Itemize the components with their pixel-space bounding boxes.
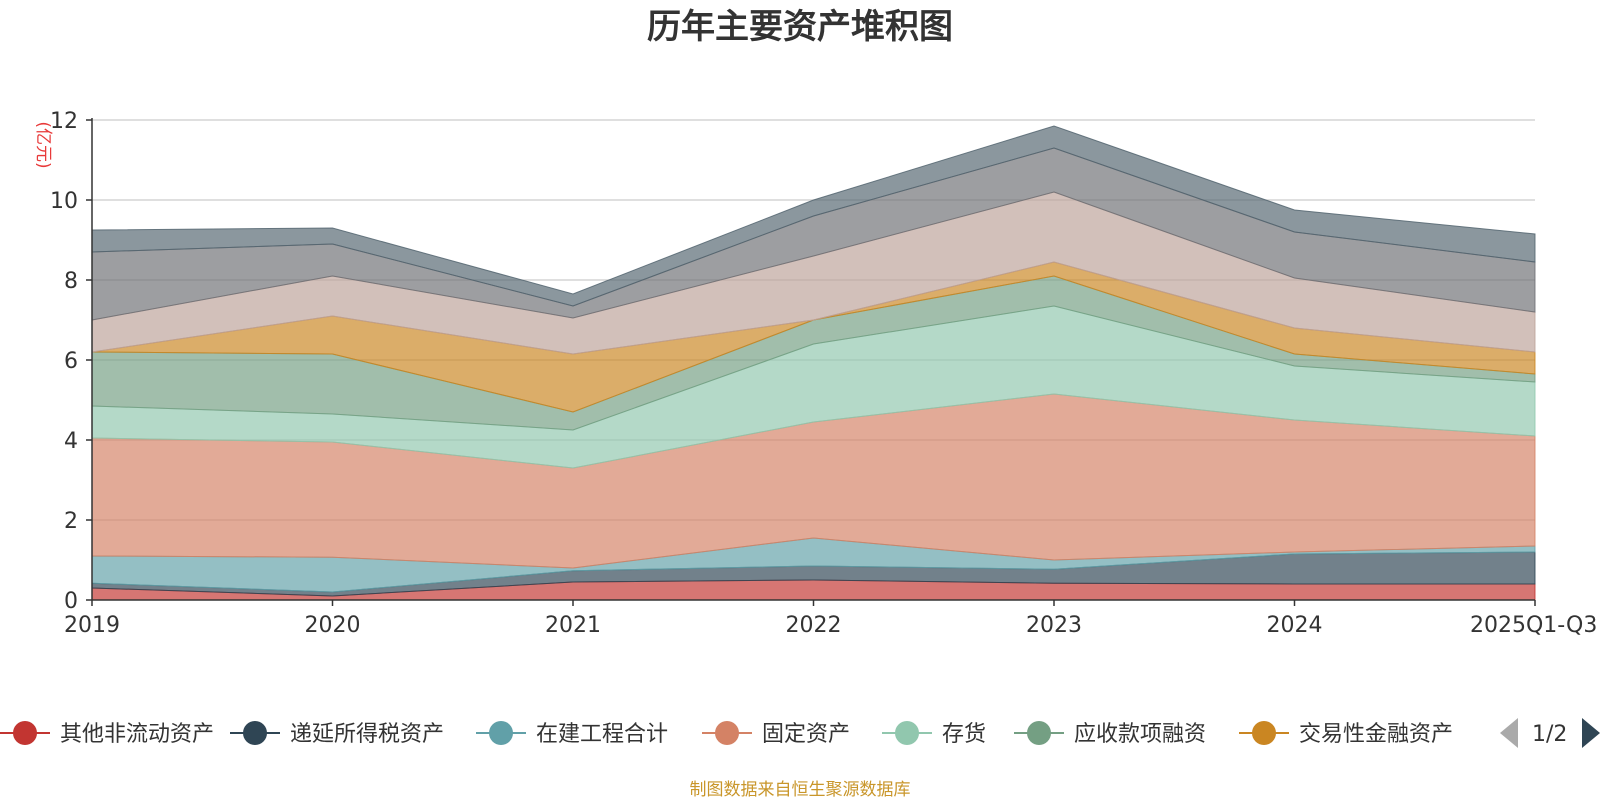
y-tick-label: 10 [50, 189, 78, 214]
legend-item[interactable]: 在建工程合计 [476, 721, 668, 747]
legend-marker-icon [1252, 721, 1276, 745]
area-10 [91, 125, 1536, 307]
legend-label: 存货 [942, 722, 986, 747]
legend-page-prev-icon[interactable] [1500, 718, 1518, 748]
legend-page-next-icon[interactable] [1582, 718, 1600, 748]
area-series [91, 125, 1536, 601]
x-tick-label: 2023 [1026, 613, 1082, 638]
legend-marker-icon [1027, 721, 1051, 745]
x-tick-label: 2020 [305, 613, 361, 638]
y-tick-label: 0 [64, 589, 78, 614]
y-tick-label: 2 [64, 509, 78, 534]
legend-label: 应收款项融资 [1074, 722, 1206, 747]
legend-marker-icon [895, 721, 919, 745]
axes: 0 2 4 6 8 10 12 2019 2020 2021 2022 2023 2024 2025Q1-… [50, 109, 1597, 638]
legend-item[interactable]: 应收款项融资 [1014, 721, 1206, 747]
legend-label: 其他非流动资产 [60, 722, 214, 747]
y-tick-label: 4 [64, 429, 78, 454]
legend-page-indicator: 1/2 [1532, 722, 1567, 747]
x-tick-label: 2025Q1-Q3 [1470, 613, 1597, 638]
legend-item[interactable]: 存货 [882, 721, 986, 747]
legend-item[interactable]: 固定资产 [702, 721, 850, 747]
y-tick-label: 6 [64, 349, 78, 374]
chart-title: 历年主要资产堆积图 [647, 7, 953, 47]
legend: 其他非流动资产 递延所得税资产 在建工程合计 固定资产 存货 应收款项融资 交易性金融资产 1… [0, 718, 1600, 748]
legend-marker-icon [715, 721, 739, 745]
legend-item[interactable]: 递延所得税资产 [230, 721, 444, 747]
y-tick-label: 8 [64, 269, 78, 294]
legend-label: 在建工程合计 [536, 722, 668, 747]
x-tick-label: 2022 [786, 613, 842, 638]
legend-marker-icon [489, 721, 513, 745]
y-axis-unit-label: (亿元) [33, 121, 53, 168]
legend-label: 交易性金融资产 [1299, 722, 1453, 747]
x-tick-label: 2021 [545, 613, 601, 638]
legend-label: 递延所得税资产 [290, 722, 444, 747]
y-tick-label: 12 [50, 109, 78, 134]
legend-marker-icon [243, 721, 267, 745]
legend-marker-icon [13, 721, 37, 745]
legend-item[interactable]: 其他非流动资产 [0, 721, 214, 747]
x-tick-label: 2024 [1267, 613, 1323, 638]
data-source-note: 制图数据来自恒生聚源数据库 [690, 780, 911, 800]
legend-label: 固定资产 [762, 722, 850, 747]
x-tick-label: 2019 [64, 613, 120, 638]
legend-item[interactable]: 交易性金融资产 [1239, 721, 1453, 747]
